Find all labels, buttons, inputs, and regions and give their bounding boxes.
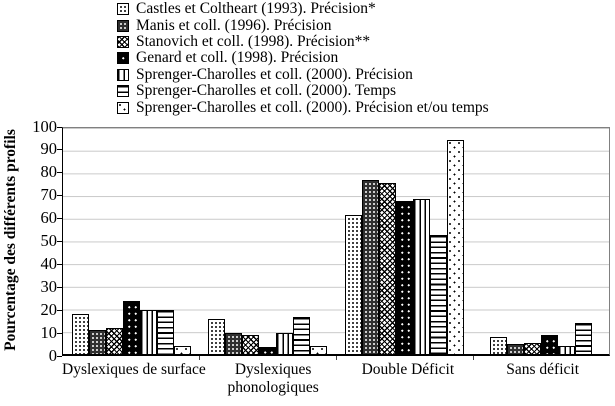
- bar-v-stripes: [276, 333, 294, 354]
- y-tick-mark: [57, 286, 62, 288]
- y-tick-label: 80: [40, 162, 58, 182]
- legend-item: Sprenger-Charolles et coll. (2000). Préc…: [117, 65, 489, 83]
- legend-marker-dark-dots-swatch: [117, 19, 129, 32]
- y-tick-mark: [57, 241, 62, 242]
- bar-v-stripes: [557, 346, 575, 354]
- legend-marker-h-stripes-swatch: [117, 85, 129, 98]
- legend-label: Sprenger-Charolles et coll. (2000). Temp…: [136, 82, 397, 100]
- bar-crosshatch: [523, 343, 541, 354]
- y-tick-label: 30: [40, 276, 58, 296]
- category-label-cell: Double Déficit: [341, 361, 476, 396]
- chart-legend: Castles et Coltheart (1993). Précision* M…: [117, 1, 489, 116]
- y-tick-label: 40: [40, 253, 58, 273]
- category-label-cell: Sans déficit: [475, 361, 610, 396]
- x-tick-mark: [199, 356, 200, 360]
- bar-group-1: [63, 301, 200, 354]
- x-tick-mark: [473, 356, 474, 360]
- bar-dark-dots: [506, 344, 524, 354]
- bar-black-dots: [259, 347, 277, 354]
- y-tick-mark: [57, 195, 62, 197]
- y-tick-mark: [57, 355, 62, 357]
- category-label: Dyslexiques de surface: [62, 361, 206, 378]
- legend-marker-black-dots-swatch: [117, 52, 129, 65]
- y-tick-mark: [57, 218, 62, 220]
- legend-label: Castles et Coltheart (1993). Précision*: [136, 0, 376, 18]
- category-label-cell: Dyslexiques phonologiques: [206, 361, 341, 396]
- bar-black-dots: [122, 301, 140, 354]
- y-tick-mark: [57, 332, 62, 334]
- y-tick-label: 100: [32, 116, 57, 136]
- legend-label: Manis et coll. (1996). Précision: [136, 16, 332, 34]
- category-label: Double Déficit: [361, 361, 455, 378]
- y-tick-mark: [57, 263, 62, 265]
- bar-dark-dots: [225, 333, 243, 354]
- bar-crosshatch: [105, 328, 123, 354]
- bar-dark-dots: [361, 180, 379, 354]
- bar-group-3: [336, 140, 473, 354]
- plot-area: [62, 127, 610, 356]
- bar-dot-grid: [71, 314, 89, 354]
- bar-sparse: [173, 346, 191, 354]
- bar-crosshatch: [378, 183, 396, 354]
- bar-dot-grid: [489, 337, 507, 354]
- category-label: Dyslexiques phonologiques: [227, 361, 319, 396]
- bar-h-stripes: [429, 235, 447, 354]
- legend-label: Genard et coll. (1998). Précision: [136, 49, 339, 67]
- legend-marker-crosshatch-swatch: [117, 35, 129, 48]
- bar-dot-grid: [344, 215, 362, 354]
- bar-h-stripes: [293, 317, 311, 354]
- legend-item: Castles et Coltheart (1993). Précision*: [117, 1, 489, 17]
- legend-item: Sprenger-Charolles et coll. (2000). Préc…: [117, 99, 489, 115]
- bar-v-stripes: [412, 199, 430, 354]
- legend-marker-sparse-swatch: [117, 101, 129, 114]
- legend-label: Sprenger-Charolles et coll. (2000). Préc…: [136, 65, 413, 83]
- bar-group-4: [473, 323, 610, 354]
- y-tick-mark: [57, 172, 62, 174]
- y-tick-label: 0: [48, 345, 57, 365]
- legend-label: Sprenger-Charolles et coll. (2000). Préc…: [136, 98, 489, 116]
- legend-marker-v-stripes-swatch: [117, 68, 129, 81]
- y-tick-label: 50: [40, 231, 58, 250]
- bar-crosshatch: [242, 335, 260, 354]
- y-tick-label: 90: [40, 139, 58, 159]
- bar-sparse: [310, 346, 328, 354]
- y-tick-mark: [57, 149, 62, 151]
- category-label-cell: Dyslexiques de surface: [62, 361, 206, 396]
- legend-marker-dot-grid-swatch: [117, 3, 129, 16]
- y-tick-label: 70: [40, 185, 58, 205]
- legend-item: Stanovich et coll. (1998). Précision**: [117, 32, 489, 50]
- bar-black-dots: [540, 335, 558, 354]
- x-tick-mark: [336, 356, 337, 360]
- bar-v-stripes: [139, 310, 157, 354]
- y-tick-label: 10: [40, 322, 58, 342]
- y-tick-label: 60: [40, 208, 58, 228]
- legend-item: Genard et coll. (1998). Précision: [117, 50, 489, 66]
- bar-h-stripes: [156, 310, 174, 354]
- legend-item: Sprenger-Charolles et coll. (2000). Temp…: [117, 83, 489, 99]
- y-tick-label: 20: [40, 299, 58, 319]
- bar-group-2: [200, 317, 337, 354]
- bar-h-stripes: [574, 323, 592, 354]
- bar-dark-dots: [88, 330, 106, 354]
- legend-label: Stanovich et coll. (1998). Précision**: [136, 32, 371, 50]
- y-tick-mark: [57, 309, 62, 311]
- category-label: Sans déficit: [506, 361, 580, 378]
- bar-black-dots: [395, 201, 413, 354]
- legend-item: Manis et coll. (1996). Précision: [117, 17, 489, 33]
- x-axis-category-labels: Dyslexiques de surface Dyslexiques phonol…: [62, 361, 610, 396]
- y-tick-mark: [57, 126, 62, 128]
- bar-dot-grid: [208, 319, 226, 354]
- bar-sparse: [446, 140, 464, 354]
